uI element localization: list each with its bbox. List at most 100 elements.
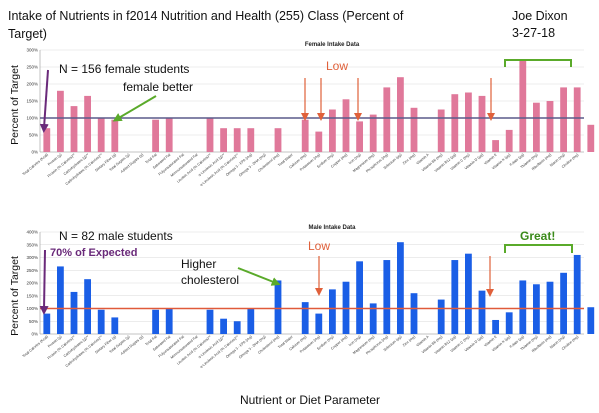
male-cholesterol-annotation-line2: cholesterol [181, 273, 239, 287]
male-bar [397, 242, 404, 334]
male-bar [233, 321, 241, 334]
male-bar [478, 290, 486, 334]
female-y-tick-label: 100% [26, 116, 38, 121]
female-bar [111, 119, 119, 152]
male-category-label: Total Calories (Kcal) [22, 335, 49, 359]
female-bar [233, 128, 241, 152]
female-bar [356, 121, 363, 152]
female-bar [478, 95, 486, 152]
male-bar [410, 293, 418, 334]
female-y-axis-label: Percent of Target [9, 65, 21, 145]
male-n-annotation: N = 82 male students [59, 229, 173, 243]
female-bar [152, 119, 159, 152]
female-bar [451, 94, 459, 152]
female-y-tick-label: 300% [26, 48, 38, 53]
male-category-label: Zinc (mg) [402, 335, 416, 348]
male-bar [97, 309, 105, 334]
male-y-tick-label: 200% [26, 281, 38, 286]
male-bar [274, 280, 282, 334]
male-low-annotation: Low [308, 239, 330, 253]
female-category-label: Zinc (mg) [402, 153, 416, 166]
header-title-line2: Target) [8, 27, 47, 41]
female-bar [206, 118, 214, 152]
male-bar [465, 253, 472, 334]
male-great-annotation: Great! [520, 229, 555, 243]
female-better-annotation: female better [123, 80, 193, 94]
male-y-tick-label: 300% [26, 255, 38, 260]
male-bar [573, 254, 581, 334]
male-bar [356, 261, 363, 334]
female-bar [301, 119, 309, 152]
male-bar [301, 302, 309, 334]
male-bar [70, 291, 78, 334]
male-y-tick-label: 100% [26, 306, 38, 311]
female-bar [465, 92, 472, 152]
header-author: Joe Dixon [512, 9, 568, 23]
female-bar [410, 107, 418, 152]
male-cholesterol-arrow [237, 267, 281, 286]
male-y-tick-label: 0% [31, 332, 38, 337]
male-bar [220, 318, 227, 334]
female-bar [274, 128, 282, 152]
female-bar [492, 140, 499, 152]
male-great-bracket [504, 244, 573, 253]
female-y-tick-label: 0% [31, 150, 38, 155]
female-bar [505, 129, 513, 152]
female-y-tick-label: 50% [29, 133, 38, 138]
female-bar [247, 128, 255, 152]
female-y-tick-label: 250% [26, 65, 38, 70]
male-y-tick-label: 150% [26, 293, 38, 298]
male-y-tick-label: 350% [26, 242, 38, 247]
male-bar [560, 272, 567, 334]
male-expected-annotation: 70% of Expected [50, 247, 137, 259]
x-axis-label: Nutrient or Diet Parameter [240, 393, 380, 407]
female-bar [70, 106, 78, 152]
male-y-tick-label: 400% [26, 230, 38, 235]
male-bar [315, 313, 323, 334]
female-bar [220, 128, 227, 152]
male-bar [492, 319, 499, 334]
female-bar [329, 109, 336, 152]
female-bar [533, 102, 540, 152]
male-bar [165, 308, 173, 334]
male-bar [437, 299, 445, 334]
male-bar [57, 266, 64, 334]
female-category-label: Total Calories (Kcal) [22, 153, 49, 177]
female-better-arrow [112, 95, 157, 122]
female-n-annotation: N = 156 female students [59, 62, 189, 76]
male-total-cal-arrow [39, 249, 49, 315]
female-bar [57, 90, 64, 152]
female-bar [573, 87, 581, 152]
male-bar [329, 289, 336, 334]
male-bar [247, 308, 255, 334]
female-bar [546, 101, 554, 152]
male-y-axis-label: Percent of Target [9, 256, 21, 336]
male-bar [84, 279, 91, 334]
header-title-line1: Intake of Nutrients in f2014 Nutrition a… [8, 9, 404, 23]
female-bar [84, 95, 91, 152]
male-cholesterol-annotation-line1: Higher [181, 257, 216, 271]
male-y-tick-label: 50% [29, 319, 38, 324]
female-y-tick-label: 150% [26, 99, 38, 104]
female-bar [397, 77, 404, 152]
female-bar [587, 124, 595, 152]
male-bar [519, 280, 527, 334]
female-y-tick-label: 200% [26, 82, 38, 87]
female-bar [315, 131, 323, 152]
female-bar [342, 99, 350, 152]
male-bar [505, 312, 513, 334]
female-great-bracket [504, 59, 572, 67]
header-date: 3-27-18 [512, 26, 555, 40]
female-bar [519, 60, 527, 153]
female-total-cal-arrow [39, 69, 49, 133]
female-bar [560, 87, 567, 152]
female-low-annotation: Low [326, 59, 348, 73]
female-chart-title: Female Intake Data [305, 42, 360, 48]
male-bar [369, 303, 377, 334]
female-bar [437, 109, 445, 152]
female-bar [165, 118, 173, 152]
male-y-tick-label: 250% [26, 268, 38, 273]
male-category-label: Total Fat [145, 335, 158, 347]
female-bar [43, 128, 51, 152]
